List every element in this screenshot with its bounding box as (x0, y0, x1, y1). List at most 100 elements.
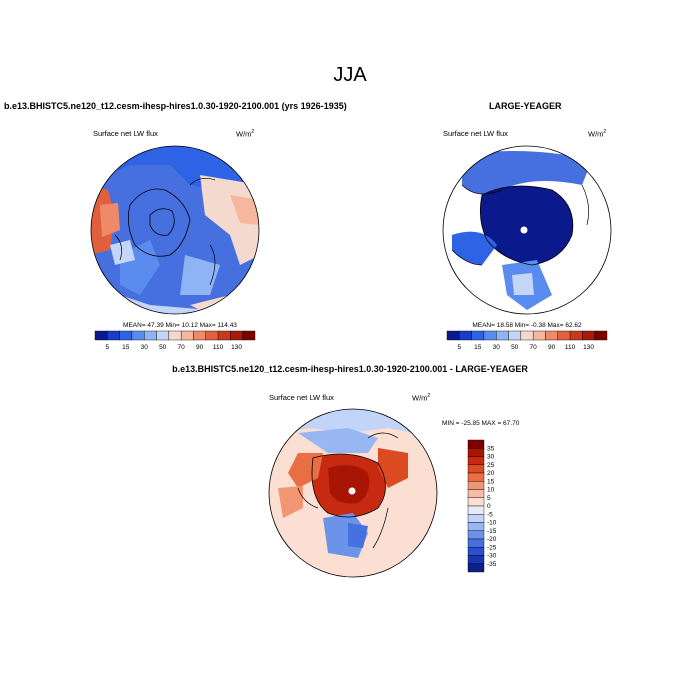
map3-west-warm-field (288, 453, 323, 488)
panel1-colorbar-box (205, 330, 219, 341)
panel3-colorbar-box (467, 547, 485, 556)
panel3-colorbar-tick: 10 (487, 487, 495, 494)
panel3-colorbar-tick: 20 (487, 470, 495, 477)
map1-greenland-coast (149, 208, 175, 236)
panel3-colorbar-tick: -30 (487, 553, 497, 560)
panel2-colorbar-tick: 30 (493, 344, 501, 351)
panel1-colorbar-tick: 30 (141, 344, 149, 351)
map1-boundary (90, 145, 260, 315)
panel1-colorbar-box (119, 330, 133, 341)
panel1-colorbar-tick: 90 (196, 344, 204, 351)
panel1-colorbar-tick: 70 (178, 344, 186, 351)
map3-coast-fragments (297, 432, 399, 549)
panel3-colorbar-tick: -25 (487, 544, 497, 551)
panel2-colorbar-box (594, 330, 608, 341)
map3-north-blue-field (298, 428, 378, 453)
map1-coastline (127, 188, 191, 257)
panel3-colorbar-box (467, 497, 485, 507)
map-panel-2 (442, 145, 612, 315)
map3-east-warm-field (378, 448, 408, 488)
panel2-colorbar-box (532, 330, 546, 341)
panel1-colorbar-tick: 15 (122, 344, 130, 351)
panel1-stats: MEAN= 47.39 Min= 10.12 Max= 114.43 (123, 322, 237, 329)
map1-west-warm-region-2 (100, 203, 120, 237)
panel3-colorbar-tick: 30 (487, 454, 495, 461)
panel1-colorbar-box (180, 330, 194, 341)
panel3-colorbar-box (467, 481, 485, 490)
panel2-colorbar-box (557, 330, 571, 341)
panel2-colorbar-box (496, 330, 509, 341)
panel2-colorbar-box (508, 330, 522, 341)
panel3-stats: MIN = -25.85 MAX = 67.70 (442, 420, 520, 427)
panel2-variable-label: Surface net LW flux (443, 129, 508, 138)
panel2-colorbar-box (471, 330, 485, 341)
panel3-colorbar-box (467, 555, 485, 564)
panel1-colorbar-box (131, 330, 145, 341)
panel2-colorbar-box (545, 330, 558, 341)
panel1-colorbar-box (230, 330, 243, 341)
panel2-colorbar-tick: 110 (565, 344, 576, 351)
panel2-colorbar-box (520, 330, 534, 341)
panel3-units-label: W/m2 (412, 393, 431, 403)
map2-north-ocean (462, 151, 592, 194)
map2-pole-hole (520, 226, 528, 234)
panel3-colorbar-tick: -20 (487, 536, 497, 543)
panel1-colorbar-box (107, 330, 120, 341)
map2-boundary (442, 145, 612, 315)
map3-south-cool-core (348, 523, 368, 548)
map2-coast-fragments (451, 184, 589, 266)
panel2-stats: MEAN= 18.58 Min= -0.38 Max= 62.62 (472, 322, 582, 329)
panel3-colorbar-box (467, 530, 485, 540)
panel2-colorbar-box (446, 330, 460, 341)
panel3-variable-label: Surface net LW flux (269, 393, 334, 402)
panel3-colorbar-box (467, 456, 485, 465)
panel3-colorbar-tick: 25 (487, 462, 495, 469)
map1-east-salmon-region (230, 195, 259, 225)
panel2-colorbar-box (582, 330, 595, 341)
map1-light-patch (110, 240, 135, 265)
panel1-units-label: W/m2 (236, 129, 255, 139)
panel3-colorbar-box (467, 538, 485, 548)
panel3-colorbar-box (467, 522, 485, 531)
panel1-colorbar-tick: 130 (231, 344, 242, 351)
map3-west-pale-field (278, 486, 303, 518)
panel3-colorbar-box (467, 464, 485, 474)
panel2-colorbar-box (483, 330, 497, 341)
map2-light-patch (512, 273, 534, 295)
panel1-colorbar-tick: 5 (105, 344, 109, 351)
panel3-colorbar-box (467, 489, 485, 498)
page-title: JJA (333, 64, 367, 86)
panel2-colorbar-tick: 70 (530, 344, 538, 351)
map-panel-3 (268, 408, 438, 578)
panel3-colorbar-tick: -35 (487, 561, 497, 568)
map1-arctic-ocean-field (91, 146, 259, 205)
map2-coastline (479, 185, 574, 266)
panel1-variable-label: Surface net LW flux (93, 129, 158, 138)
panel3-colorbar-tick: -10 (487, 520, 497, 527)
panel3-colorbar-tick: 5 (487, 495, 491, 502)
map3-arctic-dark-core (328, 464, 370, 504)
panel2-units-label: W/m2 (588, 129, 607, 139)
panel2-colorbar-tick: 130 (583, 344, 594, 351)
right-panel-header: LARGE-YEAGER (489, 101, 562, 111)
panel2-colorbar-box (569, 330, 583, 341)
panel1-colorbar-tick: 50 (159, 344, 167, 351)
map3-boundary (268, 408, 438, 578)
panel1-colorbar-box (94, 330, 108, 341)
map3-pole-hole (348, 487, 356, 495)
difference-panel-header: b.e13.BHISTC5.ne120_t12.cesm-ihesp-hires… (172, 364, 528, 374)
panel2-colorbar-box (459, 330, 472, 341)
panel1-colorbar-tick: 110 (213, 344, 224, 351)
panel2-colorbar: 5 15 30 50 70 90 110 130 (446, 330, 608, 351)
panel3-colorbar-tick: 15 (487, 478, 495, 485)
panel3-colorbar-tick: -15 (487, 528, 497, 535)
map1-coast-fragments (114, 178, 216, 286)
panel1-colorbar-box (168, 330, 182, 341)
panel3-colorbar-box (467, 439, 485, 449)
panel3-colorbar-box (467, 563, 485, 573)
panel3-colorbar-tick: 35 (487, 445, 495, 452)
map-panel-1 (90, 145, 260, 315)
panel3-colorbar-tick: 0 (487, 503, 491, 510)
panel3-colorbar-box (467, 514, 485, 523)
